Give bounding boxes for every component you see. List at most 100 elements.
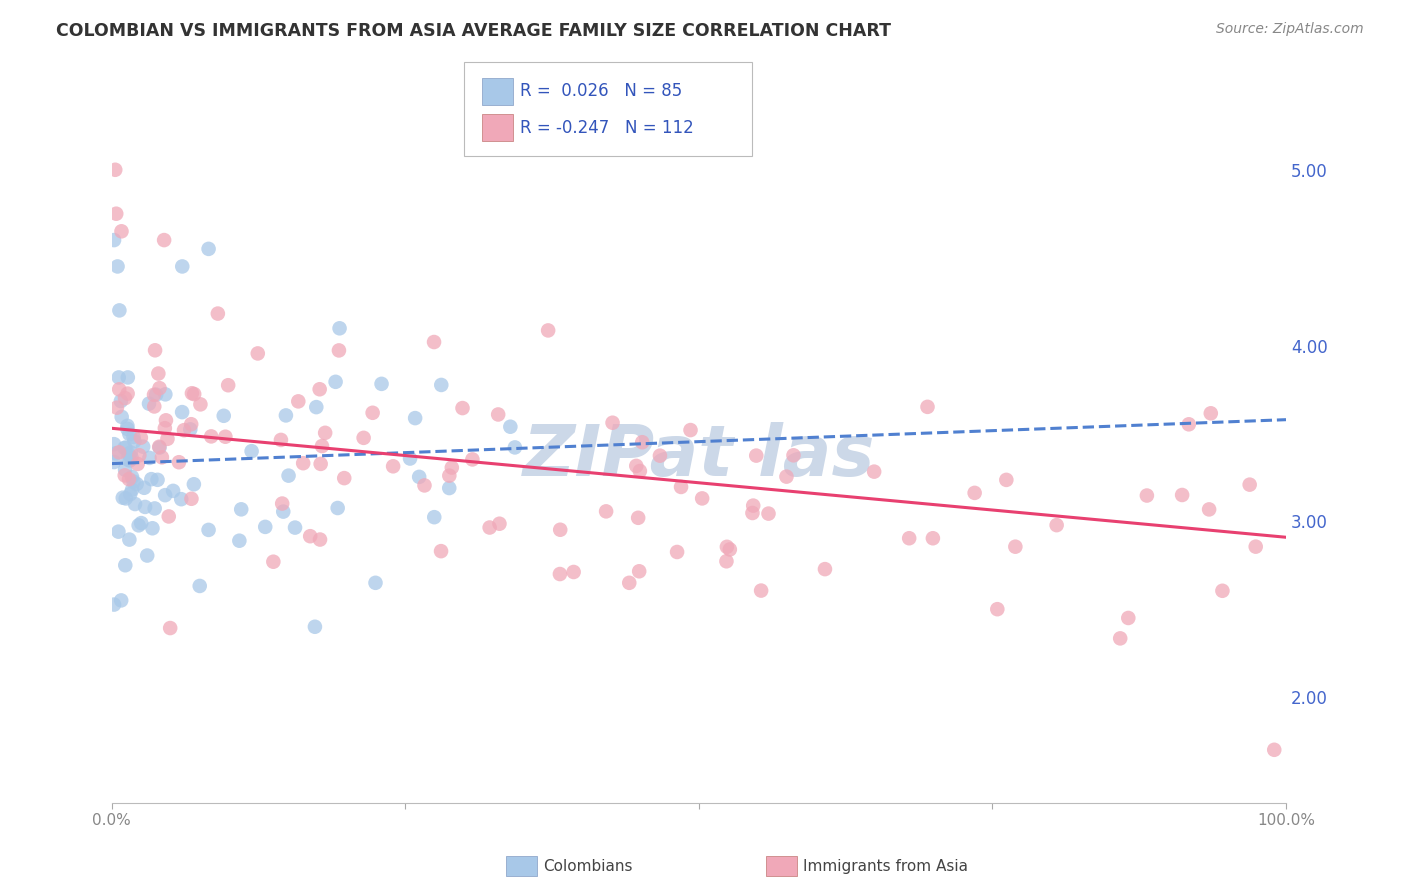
- Point: [111, 491, 134, 505]
- Point: [107, 260, 129, 274]
- Point: [503, 441, 526, 455]
- Point: [111, 409, 134, 424]
- Point: [240, 444, 263, 458]
- Point: [562, 565, 585, 579]
- Point: [619, 575, 641, 590]
- Point: [181, 386, 204, 401]
- Point: [246, 346, 269, 360]
- Point: [155, 387, 177, 401]
- Point: [277, 468, 299, 483]
- Point: [128, 448, 150, 462]
- Point: [128, 518, 150, 533]
- Point: [1116, 611, 1139, 625]
- Point: [134, 500, 156, 514]
- Point: [287, 394, 309, 409]
- Point: [333, 471, 356, 485]
- Point: [404, 411, 426, 425]
- Point: [107, 370, 129, 384]
- Point: [963, 486, 986, 500]
- Point: [183, 477, 205, 491]
- Point: [143, 343, 166, 358]
- Point: [486, 408, 509, 422]
- Point: [197, 523, 219, 537]
- Point: [145, 387, 167, 401]
- Point: [1046, 518, 1069, 533]
- Point: [207, 307, 229, 321]
- Point: [114, 558, 136, 573]
- Point: [172, 405, 194, 419]
- Point: [103, 233, 125, 247]
- Point: [922, 531, 945, 545]
- Point: [136, 549, 159, 563]
- Point: [124, 497, 146, 511]
- Point: [114, 391, 136, 405]
- Point: [1239, 477, 1261, 491]
- Text: Colombians: Colombians: [543, 859, 633, 873]
- Point: [143, 388, 166, 402]
- Point: [129, 516, 152, 530]
- Point: [118, 472, 141, 486]
- Point: [110, 224, 132, 238]
- Point: [271, 505, 294, 519]
- Point: [1263, 743, 1285, 757]
- Point: [121, 483, 143, 497]
- Point: [745, 449, 768, 463]
- Point: [666, 545, 689, 559]
- Point: [148, 367, 170, 381]
- Point: [179, 422, 201, 436]
- Point: [1211, 583, 1233, 598]
- Point: [308, 382, 330, 396]
- Point: [148, 440, 170, 454]
- Point: [103, 437, 125, 451]
- Point: [117, 418, 139, 433]
- Point: [117, 370, 139, 384]
- Point: [669, 480, 692, 494]
- Point: [537, 323, 560, 337]
- Point: [212, 409, 235, 423]
- Point: [143, 501, 166, 516]
- Point: [399, 451, 422, 466]
- Text: Immigrants from Asia: Immigrants from Asia: [803, 859, 967, 873]
- Point: [214, 430, 236, 444]
- Point: [254, 520, 277, 534]
- Point: [118, 533, 141, 547]
- Point: [718, 542, 741, 557]
- Point: [117, 452, 139, 467]
- Point: [775, 469, 797, 483]
- Point: [314, 425, 336, 440]
- Point: [423, 510, 446, 524]
- Point: [329, 321, 352, 335]
- Point: [114, 441, 136, 455]
- Point: [108, 445, 131, 459]
- Point: [595, 504, 617, 518]
- Point: [679, 423, 702, 437]
- Point: [361, 406, 384, 420]
- Point: [1004, 540, 1026, 554]
- Point: [309, 533, 332, 547]
- Point: [299, 529, 322, 543]
- Point: [148, 441, 170, 455]
- Point: [157, 509, 180, 524]
- Point: [121, 470, 143, 484]
- Point: [1171, 488, 1194, 502]
- Point: [440, 460, 463, 475]
- Point: [104, 162, 127, 177]
- Text: R = -0.247   N = 112: R = -0.247 N = 112: [520, 119, 695, 136]
- Point: [200, 429, 222, 443]
- Point: [183, 387, 205, 401]
- Point: [180, 491, 202, 506]
- Point: [648, 449, 671, 463]
- Point: [120, 445, 142, 459]
- Point: [148, 381, 170, 395]
- Point: [325, 375, 347, 389]
- Point: [271, 497, 294, 511]
- Point: [162, 483, 184, 498]
- Point: [305, 400, 328, 414]
- Point: [499, 419, 522, 434]
- Point: [430, 378, 453, 392]
- Point: [132, 440, 155, 454]
- Point: [478, 520, 501, 534]
- Point: [716, 554, 738, 568]
- Point: [124, 434, 146, 449]
- Point: [108, 303, 131, 318]
